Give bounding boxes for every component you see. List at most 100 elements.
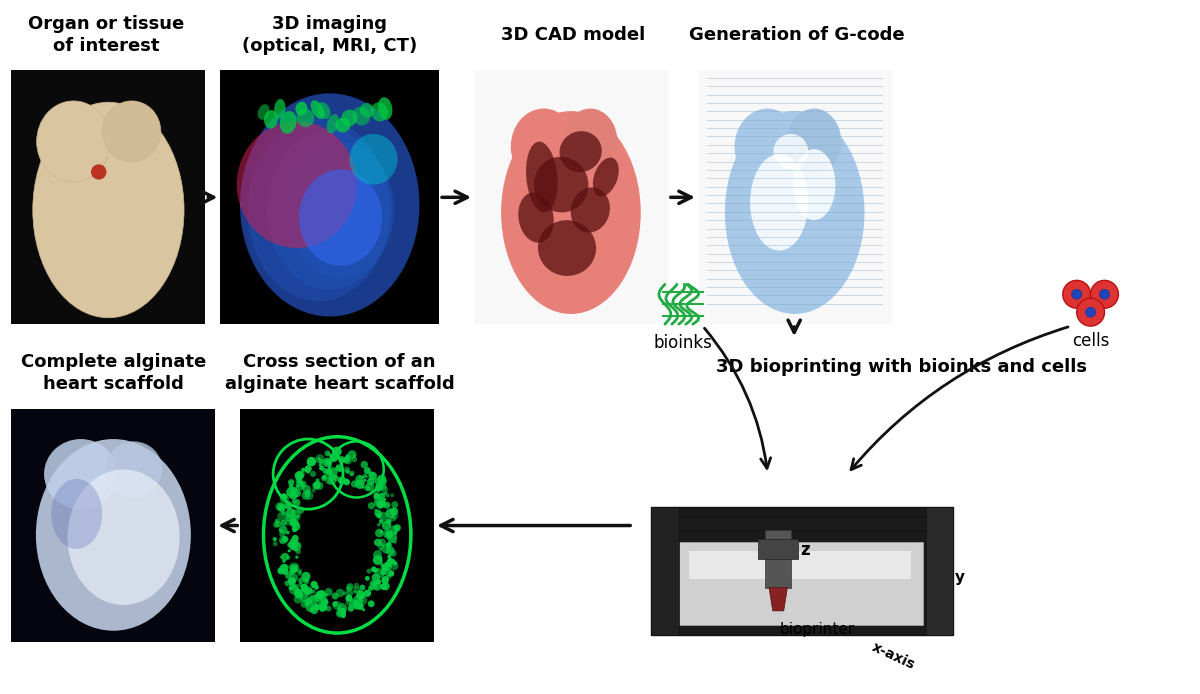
Circle shape: [376, 529, 384, 537]
Text: y: y: [955, 570, 965, 585]
Circle shape: [378, 511, 388, 521]
Circle shape: [286, 487, 296, 497]
Circle shape: [391, 559, 395, 563]
Circle shape: [296, 484, 300, 488]
Circle shape: [307, 467, 312, 471]
Ellipse shape: [106, 441, 162, 498]
FancyBboxPatch shape: [676, 541, 923, 625]
Circle shape: [378, 539, 386, 546]
Circle shape: [376, 484, 382, 491]
Circle shape: [382, 483, 385, 487]
Ellipse shape: [236, 121, 358, 248]
Circle shape: [379, 560, 383, 564]
Circle shape: [343, 609, 347, 613]
Circle shape: [386, 575, 391, 579]
Circle shape: [281, 510, 287, 516]
Circle shape: [368, 472, 377, 480]
Circle shape: [359, 590, 361, 593]
Circle shape: [293, 499, 300, 507]
Circle shape: [305, 490, 310, 494]
Circle shape: [326, 452, 330, 456]
Circle shape: [390, 493, 394, 497]
Circle shape: [305, 492, 310, 497]
Circle shape: [289, 573, 298, 582]
Circle shape: [292, 527, 298, 532]
Ellipse shape: [67, 469, 180, 605]
Circle shape: [353, 603, 359, 609]
Circle shape: [378, 543, 384, 549]
Ellipse shape: [793, 149, 835, 220]
Circle shape: [294, 595, 302, 604]
Ellipse shape: [296, 109, 314, 127]
Circle shape: [306, 598, 312, 605]
Circle shape: [362, 473, 367, 478]
Circle shape: [391, 501, 398, 508]
Circle shape: [301, 491, 310, 500]
Circle shape: [310, 606, 318, 614]
Circle shape: [365, 482, 374, 491]
Circle shape: [385, 502, 389, 506]
Circle shape: [318, 459, 324, 464]
Circle shape: [378, 556, 383, 561]
Circle shape: [343, 456, 352, 464]
Circle shape: [343, 457, 350, 464]
Circle shape: [355, 475, 365, 484]
Circle shape: [377, 498, 385, 507]
Circle shape: [324, 604, 328, 608]
Circle shape: [286, 531, 289, 534]
Circle shape: [379, 530, 383, 534]
Circle shape: [280, 539, 284, 543]
Circle shape: [323, 468, 328, 473]
Ellipse shape: [258, 104, 270, 120]
Circle shape: [320, 597, 328, 604]
Circle shape: [292, 523, 300, 531]
Circle shape: [386, 558, 394, 565]
Circle shape: [362, 608, 365, 611]
Circle shape: [289, 585, 299, 595]
Circle shape: [1086, 307, 1096, 317]
Ellipse shape: [264, 110, 278, 128]
Circle shape: [360, 461, 368, 468]
Circle shape: [354, 602, 361, 609]
Circle shape: [373, 493, 380, 500]
Circle shape: [325, 588, 332, 596]
Text: 3D bioprinting with bioinks and cells: 3D bioprinting with bioinks and cells: [716, 358, 1087, 376]
Circle shape: [346, 455, 350, 459]
Circle shape: [292, 509, 301, 518]
Ellipse shape: [52, 479, 102, 549]
Circle shape: [307, 459, 314, 466]
Circle shape: [354, 595, 362, 604]
Circle shape: [280, 564, 288, 573]
Circle shape: [394, 524, 401, 532]
Circle shape: [332, 447, 342, 457]
Circle shape: [376, 482, 383, 490]
Circle shape: [359, 584, 366, 591]
Circle shape: [349, 473, 353, 476]
Circle shape: [319, 608, 324, 612]
Ellipse shape: [563, 108, 618, 174]
Circle shape: [316, 591, 324, 600]
Circle shape: [298, 471, 305, 477]
Circle shape: [305, 491, 313, 500]
Circle shape: [377, 500, 384, 509]
Circle shape: [340, 608, 346, 614]
Circle shape: [1063, 280, 1091, 308]
Ellipse shape: [559, 131, 601, 172]
Circle shape: [306, 469, 311, 473]
Circle shape: [304, 577, 308, 582]
Circle shape: [302, 485, 311, 493]
Circle shape: [293, 520, 299, 527]
Circle shape: [284, 580, 290, 586]
Circle shape: [371, 566, 377, 573]
Circle shape: [349, 471, 354, 476]
Ellipse shape: [341, 110, 358, 126]
Circle shape: [318, 602, 324, 609]
Circle shape: [373, 555, 383, 565]
Circle shape: [306, 603, 314, 612]
Circle shape: [308, 589, 312, 592]
Circle shape: [352, 457, 358, 462]
Circle shape: [359, 475, 361, 479]
Circle shape: [304, 578, 310, 584]
Text: Generation of G-code: Generation of G-code: [689, 26, 905, 44]
FancyBboxPatch shape: [474, 71, 668, 324]
